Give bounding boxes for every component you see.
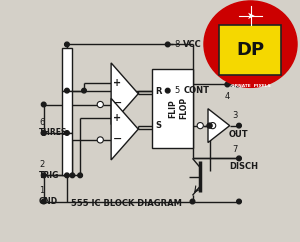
Text: +: + xyxy=(113,113,122,123)
Circle shape xyxy=(207,123,212,128)
Text: ➤: ➤ xyxy=(246,11,255,21)
Text: R: R xyxy=(155,87,162,96)
Circle shape xyxy=(237,123,241,128)
Text: −: − xyxy=(112,133,122,143)
Text: TRIG: TRIG xyxy=(39,171,59,180)
Circle shape xyxy=(64,88,69,93)
Circle shape xyxy=(210,122,216,129)
Text: THRES: THRES xyxy=(39,129,68,137)
Circle shape xyxy=(97,101,103,108)
Circle shape xyxy=(225,82,230,87)
Circle shape xyxy=(64,42,69,47)
Text: −: − xyxy=(112,98,122,108)
Circle shape xyxy=(97,137,103,143)
Text: +: + xyxy=(113,78,122,88)
Circle shape xyxy=(78,173,82,178)
Text: RESET: RESET xyxy=(229,80,259,89)
Circle shape xyxy=(237,156,241,161)
Circle shape xyxy=(235,82,240,87)
Circle shape xyxy=(165,88,170,93)
Circle shape xyxy=(41,199,46,204)
Text: FLIP
FLOP: FLIP FLOP xyxy=(169,97,188,119)
Text: ORNATE  PIXELS: ORNATE PIXELS xyxy=(231,83,270,88)
Text: S: S xyxy=(155,121,161,130)
Polygon shape xyxy=(111,63,138,125)
Polygon shape xyxy=(111,98,138,160)
Circle shape xyxy=(237,199,241,204)
Text: DP: DP xyxy=(236,41,265,59)
Bar xyxy=(61,48,72,91)
Text: DISCH: DISCH xyxy=(229,162,258,171)
Circle shape xyxy=(82,88,86,93)
Circle shape xyxy=(64,173,69,178)
Text: 7: 7 xyxy=(232,145,238,154)
Circle shape xyxy=(41,131,46,135)
Circle shape xyxy=(197,122,203,129)
Polygon shape xyxy=(208,109,230,143)
Text: 6: 6 xyxy=(39,118,44,127)
Text: GND: GND xyxy=(39,197,58,206)
Bar xyxy=(61,133,72,175)
Circle shape xyxy=(190,199,195,204)
Circle shape xyxy=(207,123,212,128)
Text: 8: 8 xyxy=(175,40,180,49)
Bar xyxy=(152,69,193,148)
Text: CONT: CONT xyxy=(183,86,209,95)
Circle shape xyxy=(204,1,297,87)
Bar xyxy=(219,25,281,76)
Circle shape xyxy=(41,173,46,178)
Text: 3: 3 xyxy=(232,111,238,120)
Text: 2: 2 xyxy=(39,160,44,169)
Bar xyxy=(61,91,72,133)
Text: 555 IC BLOCK DIAGRAM: 555 IC BLOCK DIAGRAM xyxy=(71,199,182,208)
Circle shape xyxy=(41,131,46,135)
Text: VCC: VCC xyxy=(183,40,202,49)
Text: 4: 4 xyxy=(225,91,230,100)
Text: OUT: OUT xyxy=(229,130,249,139)
Circle shape xyxy=(64,131,69,135)
Circle shape xyxy=(165,42,170,47)
Text: 5: 5 xyxy=(175,86,180,95)
Text: 1: 1 xyxy=(39,186,44,195)
Circle shape xyxy=(41,102,46,107)
Circle shape xyxy=(70,173,75,178)
